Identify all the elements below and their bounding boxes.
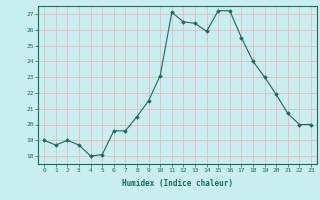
X-axis label: Humidex (Indice chaleur): Humidex (Indice chaleur)	[122, 179, 233, 188]
